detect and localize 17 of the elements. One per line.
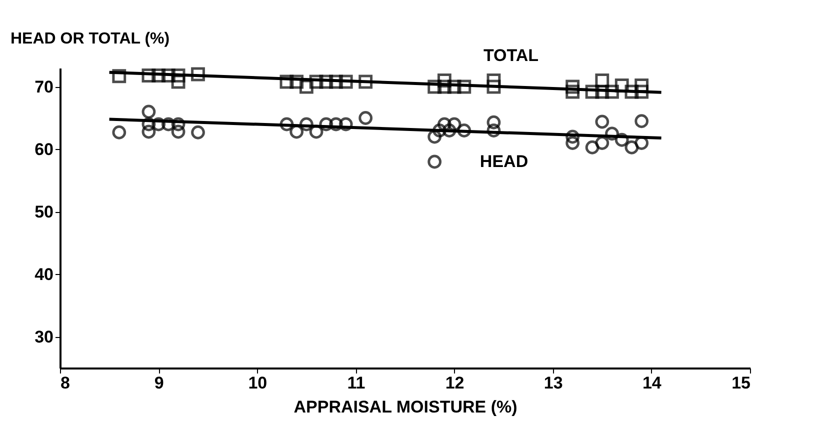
y-tick-label: 40 xyxy=(34,264,54,284)
x-tick-label: 12 xyxy=(445,374,464,392)
y-axis-title: HEAD OR TOTAL (%) xyxy=(10,30,170,48)
x-tick-label: 15 xyxy=(732,374,750,392)
y-tick-label: 30 xyxy=(34,327,54,346)
y-tick-label: 50 xyxy=(34,202,54,222)
x-tick-label: 11 xyxy=(347,374,366,392)
y-tick-label: 70 xyxy=(34,77,54,96)
y-tick-label: 60 xyxy=(34,140,54,159)
x-tick-label: 13 xyxy=(544,374,563,392)
annotation: HEAD xyxy=(480,152,528,171)
x-tick-label: 14 xyxy=(642,374,662,392)
x-tick-label: 9 xyxy=(154,374,164,392)
x-axis-title: APPRAISAL MOISTURE (%) xyxy=(294,398,518,416)
text: TOTAL xyxy=(483,46,539,65)
x-tick-label: 10 xyxy=(248,374,268,392)
x-tick-label: 8 xyxy=(60,374,70,392)
